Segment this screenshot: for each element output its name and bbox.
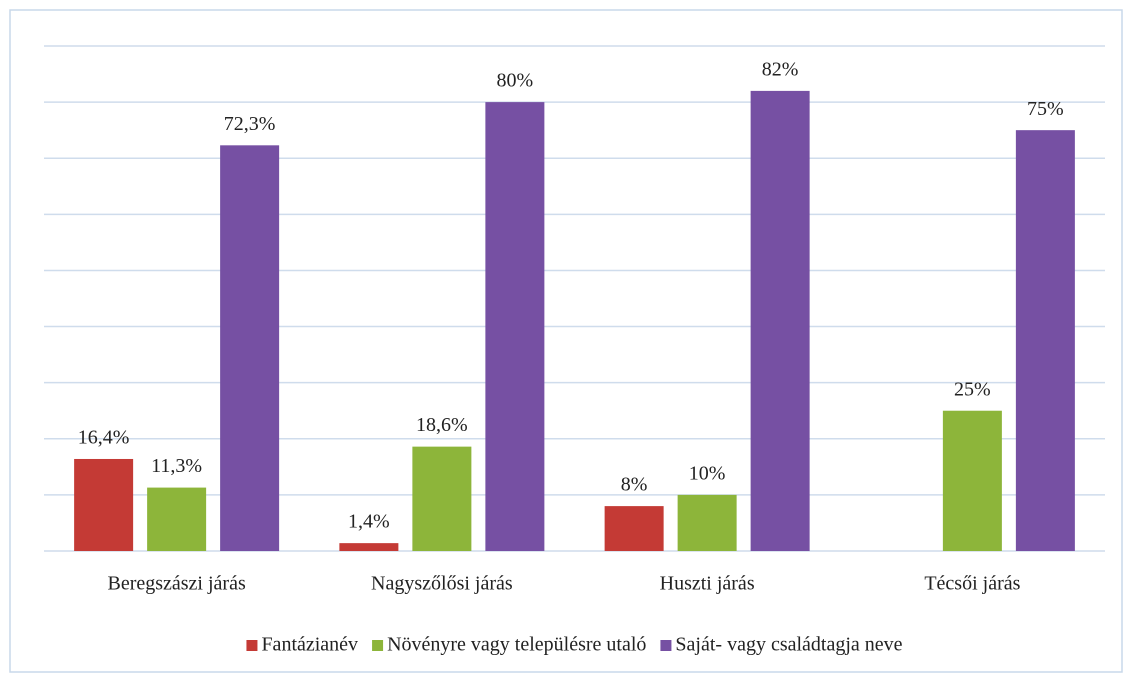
legend-label: Saját- vagy családtagja neve <box>675 634 902 656</box>
bar <box>147 487 207 551</box>
x-tick-label: Técsői járás <box>924 573 1020 595</box>
bar <box>339 543 399 551</box>
x-tick-label: Beregszászi járás <box>107 573 245 595</box>
value-label: 82% <box>762 58 799 80</box>
legend-swatch <box>372 640 384 651</box>
value-label: 18,6% <box>416 414 468 436</box>
value-label: 1,4% <box>348 511 390 533</box>
legend-swatch <box>246 640 258 651</box>
legend-swatch <box>660 640 672 651</box>
bar <box>412 446 472 551</box>
x-tick-label: Huszti járás <box>660 573 755 595</box>
bar <box>604 506 664 551</box>
value-label: 25% <box>954 378 991 400</box>
value-label: 80% <box>497 70 534 92</box>
x-tick-label: Nagyszőlősi járás <box>371 573 513 595</box>
value-label: 16,4% <box>78 427 130 449</box>
bar <box>1015 130 1075 551</box>
bar <box>74 458 134 551</box>
legend-label: Növényre vagy településre utaló <box>387 634 646 656</box>
bar <box>485 102 545 551</box>
value-label: 10% <box>689 462 726 484</box>
value-label: 72,3% <box>224 113 276 135</box>
legend-label: Fantázianév <box>261 634 358 656</box>
bar <box>942 410 1002 551</box>
bar <box>677 494 737 551</box>
bar <box>750 90 810 551</box>
bar <box>220 145 280 552</box>
value-label: 8% <box>621 474 648 496</box>
value-label: 11,3% <box>151 455 202 477</box>
value-label: 75% <box>1027 98 1064 120</box>
chart-frame <box>9 9 1123 673</box>
